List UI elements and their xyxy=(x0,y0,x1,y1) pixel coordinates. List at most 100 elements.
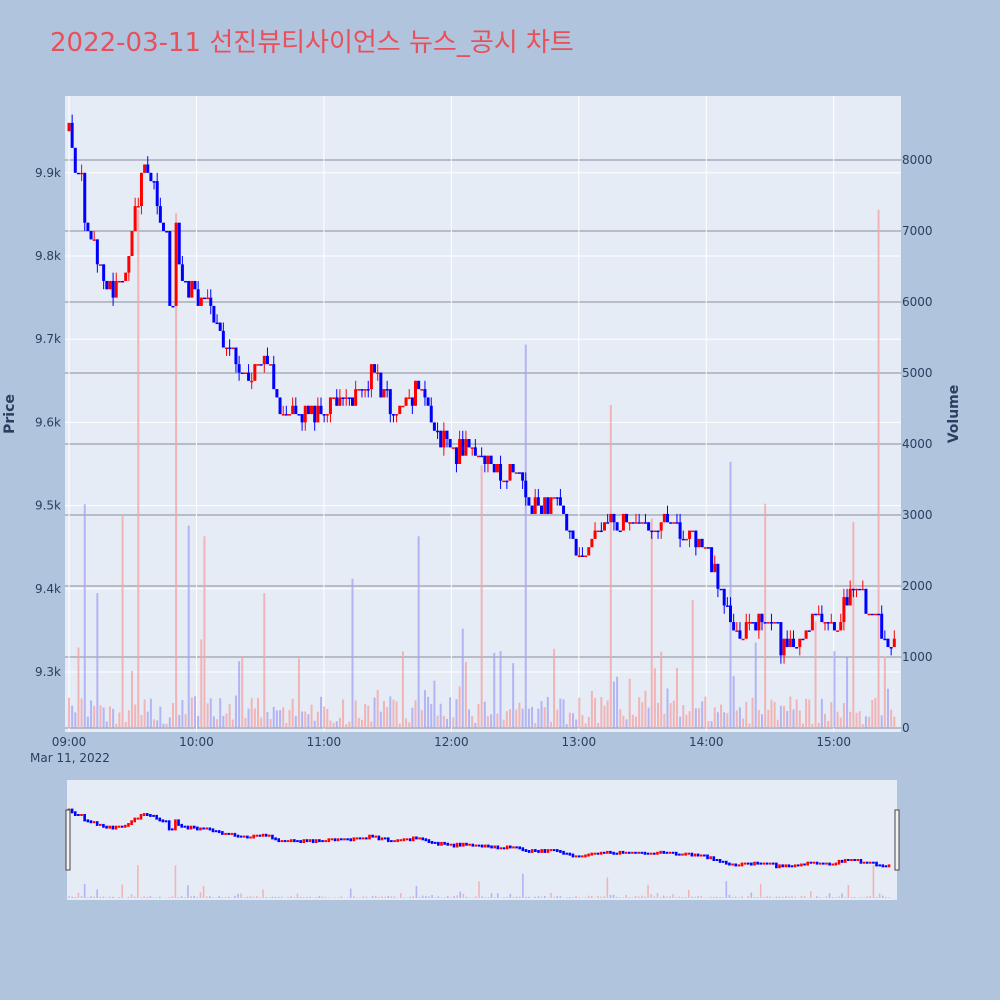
rangeslider-candle xyxy=(458,842,462,847)
rangeslider-candle xyxy=(183,825,187,828)
candle-body xyxy=(215,322,219,325)
volume-bar xyxy=(137,209,140,728)
volume-bar xyxy=(291,698,294,728)
volume-bar xyxy=(679,716,682,728)
candle-body xyxy=(584,555,588,558)
volume-bar xyxy=(168,717,171,728)
rangeslider-volume-bar xyxy=(844,896,847,898)
volume-bar xyxy=(795,699,798,728)
candle-body xyxy=(234,347,238,365)
volume-bar xyxy=(471,715,474,728)
volume-bar xyxy=(562,699,565,728)
volume-bar xyxy=(329,720,332,728)
rangeslider-left-handle[interactable] xyxy=(65,809,71,871)
rangeslider-volume-bar xyxy=(681,897,684,898)
volume-bar xyxy=(386,707,389,728)
candle-body xyxy=(725,605,729,607)
rangeslider-candle xyxy=(443,841,446,845)
volume-bar xyxy=(423,690,426,728)
candle-body xyxy=(694,530,698,548)
rangeslider-volume-bar xyxy=(882,895,884,898)
volume-bar xyxy=(685,714,688,728)
rangeslider-candle xyxy=(843,859,847,863)
rangeslider-candle xyxy=(568,852,572,856)
candle-body xyxy=(732,622,736,631)
candle-body xyxy=(634,522,638,524)
rangeslider-candle xyxy=(590,852,594,856)
rangeslider-candle xyxy=(412,836,415,842)
rangeslider-volume-bar xyxy=(434,897,437,898)
candle-body xyxy=(836,630,840,632)
rangeslider-candle xyxy=(99,823,102,826)
rangeslider-volume-bar xyxy=(497,893,499,898)
rangeslider-candle xyxy=(120,825,124,828)
volume-bar xyxy=(594,697,597,728)
rangeslider-right-handle[interactable] xyxy=(894,809,900,871)
candle-body xyxy=(209,297,213,306)
rangeslider-volume-bar xyxy=(146,896,149,898)
rangeslider-candle xyxy=(427,839,431,843)
volume-bar xyxy=(568,712,571,728)
candle-body xyxy=(826,622,830,624)
candle-body xyxy=(177,222,181,265)
candle-body xyxy=(817,613,821,616)
rangeslider-volume-bar xyxy=(763,896,765,898)
rangeslider-volume-bar xyxy=(525,896,527,898)
y-tick-label: 9.6k xyxy=(35,415,61,429)
rangeslider-candle xyxy=(662,850,665,854)
rangeslider-candle xyxy=(703,854,706,857)
y2-tick-label: 8000 xyxy=(902,153,933,167)
rangeslider-background[interactable] xyxy=(67,780,897,900)
rangeslider-volume-bar xyxy=(290,896,293,898)
candle-body xyxy=(596,530,600,533)
rangeslider-volume-bar xyxy=(572,897,574,898)
rangeslider-candle xyxy=(637,851,640,854)
rangeslider-candle xyxy=(499,847,503,850)
volume-bar xyxy=(115,723,118,728)
candle-body xyxy=(700,538,704,548)
candle-body xyxy=(618,530,622,533)
rangeslider-volume-bar xyxy=(615,896,618,898)
rangeslider-candle xyxy=(822,862,825,865)
candle-body xyxy=(127,256,131,273)
rangeslider-candle xyxy=(699,854,703,857)
rangeslider-volume-bar xyxy=(493,897,496,898)
rangeslider-candle xyxy=(233,832,237,837)
volume-bar xyxy=(212,716,215,728)
candle-body xyxy=(360,389,364,391)
candle-body xyxy=(643,522,647,524)
rangeslider-candle xyxy=(177,819,180,826)
volume-bar xyxy=(184,714,187,728)
volume-bar xyxy=(606,700,609,728)
rangeslider-volume-bar xyxy=(99,896,102,898)
volume-bar xyxy=(209,698,212,728)
candle-body xyxy=(776,622,780,624)
candle-body xyxy=(124,272,128,281)
volume-bar xyxy=(244,717,247,728)
rangeslider-volume-bar xyxy=(794,896,796,898)
candle-body xyxy=(313,405,317,423)
candle-body xyxy=(599,530,603,533)
rangeslider-volume-bar xyxy=(506,896,508,898)
rangeslider-candle xyxy=(737,864,741,867)
rangeslider-candle xyxy=(318,839,321,843)
candle-body xyxy=(445,430,449,440)
rangeslider-volume-bar xyxy=(450,897,452,898)
rangeslider-volume-bar xyxy=(221,897,224,898)
rangeslider-volume-bar xyxy=(259,897,261,898)
rangeslider-candle xyxy=(587,853,590,857)
candle-body xyxy=(426,397,430,406)
candle-body xyxy=(111,280,115,298)
rangeslider-candle xyxy=(653,852,656,855)
volume-bar xyxy=(779,705,782,728)
rangeslider-volume-bar xyxy=(810,891,812,898)
volume-bar xyxy=(335,721,338,728)
volume-bar xyxy=(801,723,804,728)
volume-bar xyxy=(439,703,442,728)
volume-bar xyxy=(887,688,889,728)
volume-bar xyxy=(342,699,345,728)
rangeslider-volume-bar xyxy=(550,892,552,898)
rangeslider-candle xyxy=(271,834,274,840)
volume-bar xyxy=(99,705,102,728)
rangeslider-volume-bar xyxy=(866,896,868,898)
